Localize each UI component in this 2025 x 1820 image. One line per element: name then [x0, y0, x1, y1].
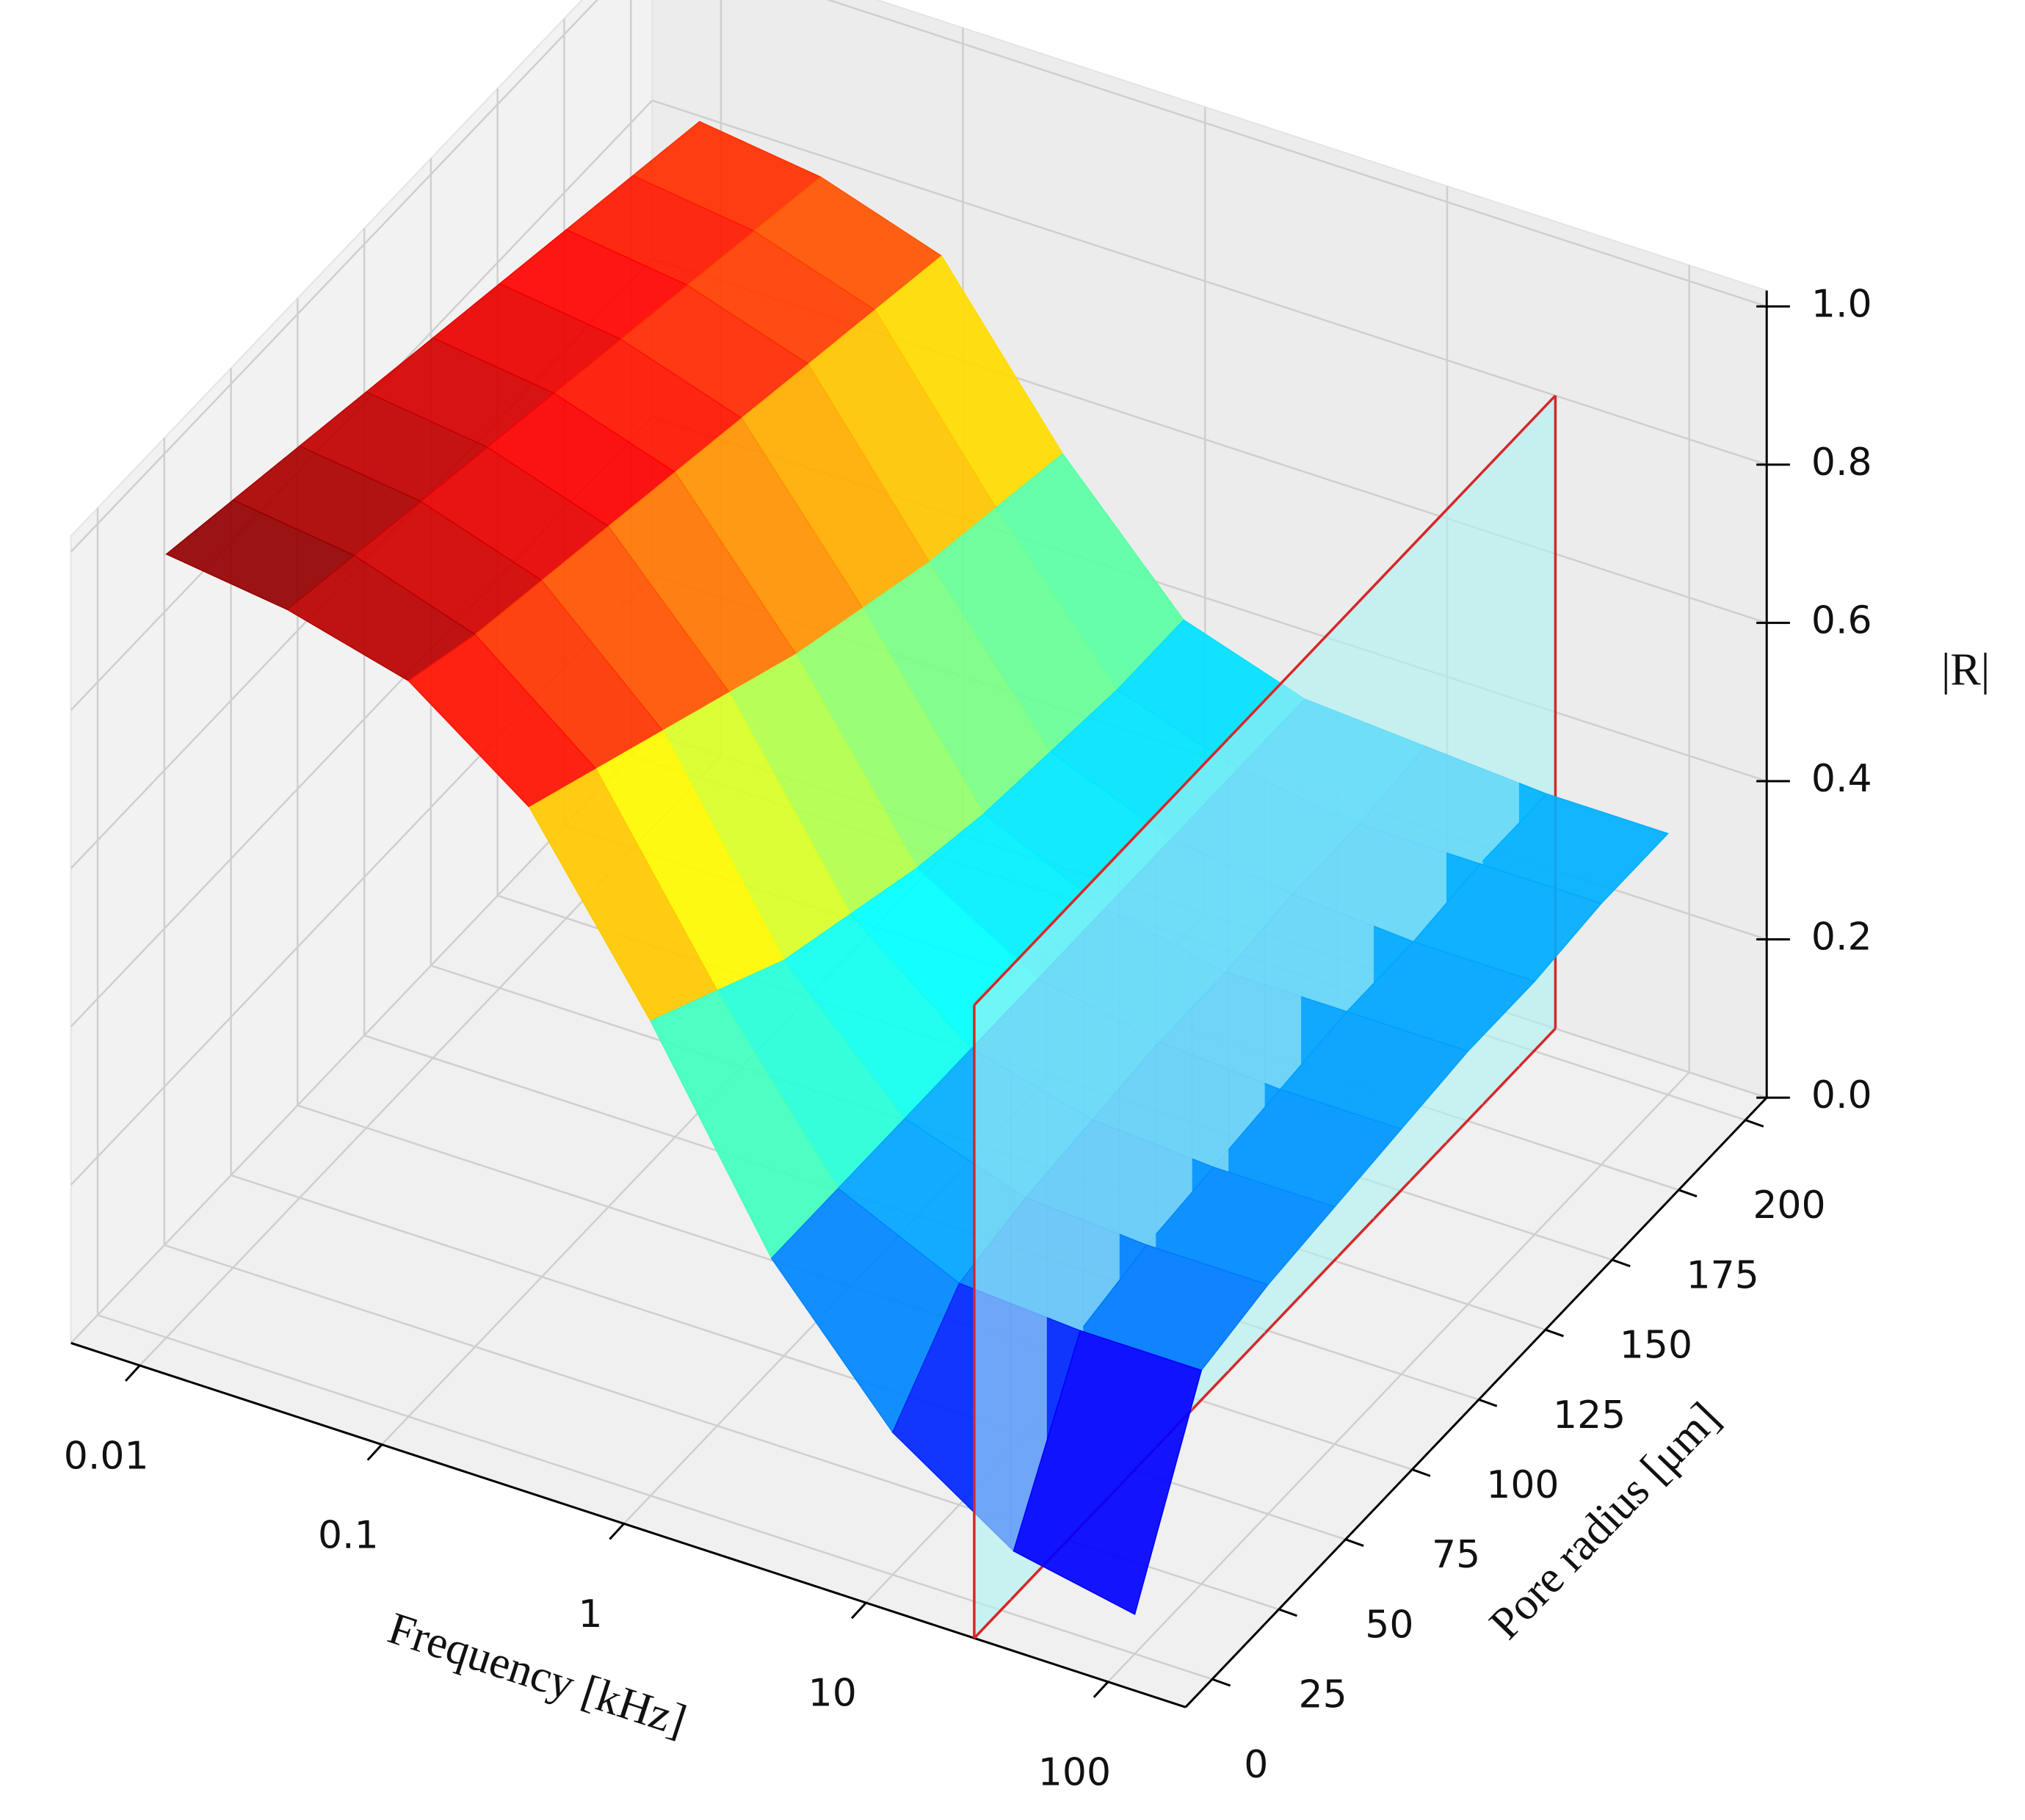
slice-edge — [973, 1599, 1012, 1639]
slice-edge — [1010, 1561, 1048, 1601]
grid-line — [70, 0, 598, 553]
y-tick-label: 100 — [1486, 1463, 1559, 1507]
z-tick-label: 0.8 — [1811, 441, 1872, 485]
y-tick-label: 150 — [1620, 1324, 1692, 1368]
tick-mark — [1478, 1398, 1498, 1407]
tick-mark — [124, 1364, 141, 1382]
tick-mark — [1278, 1608, 1297, 1617]
z-tick-label: 0.6 — [1811, 598, 1872, 642]
slice-plane — [974, 967, 1011, 1639]
slice-edge — [1191, 737, 1230, 777]
grid-line — [826, 0, 1767, 308]
slice-edge — [1445, 471, 1484, 511]
tick-mark — [1678, 1189, 1698, 1197]
z-axis-label: |R| — [1941, 645, 1990, 695]
slice-edge — [1010, 928, 1048, 968]
tick-mark — [1545, 1328, 1564, 1338]
slice-edge — [1445, 1103, 1484, 1144]
slice-edge — [1300, 623, 1338, 664]
y-tick-label: 25 — [1298, 1673, 1347, 1717]
slice-edge — [973, 965, 1012, 1007]
slice-edge — [1082, 852, 1121, 892]
grid-line — [97, 1314, 1213, 1681]
slice-edge — [1518, 394, 1557, 435]
x-tick-label: 0.01 — [64, 1435, 149, 1479]
slice-edge — [1336, 585, 1375, 626]
surface-patch — [1012, 1330, 1203, 1615]
axis-line — [70, 1341, 1187, 1708]
y-tick-label: 75 — [1432, 1533, 1480, 1577]
tick-mark — [1745, 1119, 1764, 1128]
slice-edge — [1154, 775, 1193, 816]
slice-edge — [1046, 890, 1084, 930]
tick-mark — [1211, 1678, 1231, 1687]
z-tick-label: 0.0 — [1811, 1073, 1872, 1117]
tick-mark — [609, 1523, 625, 1540]
slice-edge — [1482, 1065, 1521, 1106]
tick-mark — [366, 1443, 383, 1461]
z-tick-label: 0.2 — [1811, 916, 1872, 960]
tick-mark — [1612, 1258, 1631, 1268]
tick-mark — [1093, 1681, 1109, 1698]
tick-mark — [1345, 1538, 1364, 1548]
x-tick-label: 1 — [578, 1592, 602, 1636]
slice-edge — [1118, 813, 1157, 854]
x-tick-label: 100 — [1038, 1750, 1111, 1794]
slice-edge — [1264, 1294, 1303, 1335]
slice-edge — [1409, 509, 1448, 549]
slice-edge — [1191, 1370, 1230, 1411]
slice-edge — [1409, 1142, 1448, 1182]
y-tick-label: 200 — [1753, 1183, 1825, 1228]
slice-edge — [1227, 699, 1266, 740]
tick-mark — [850, 1602, 867, 1620]
slice-plane — [1010, 929, 1047, 1600]
y-tick-label: 0 — [1244, 1743, 1268, 1787]
slice-edge — [1372, 1180, 1411, 1220]
slice-edge — [1372, 547, 1411, 587]
slice-edge — [1300, 1256, 1338, 1297]
slice-edge — [1518, 1027, 1557, 1068]
tick-mark — [1411, 1468, 1431, 1477]
x-tick-label: 10 — [808, 1672, 857, 1716]
axis-line — [1184, 1097, 1768, 1708]
slice-edge — [1482, 432, 1521, 473]
slice-edge — [1336, 1218, 1375, 1258]
z-tick-label: 0.4 — [1811, 757, 1872, 801]
y-tick-label: 175 — [1687, 1253, 1759, 1297]
slice-edge — [1227, 1332, 1266, 1373]
x-tick-label: 0.1 — [318, 1513, 379, 1557]
y-tick-label: 50 — [1365, 1603, 1413, 1647]
grid-line — [651, 99, 1767, 466]
z-tick-label: 1.0 — [1811, 282, 1872, 326]
slice-edge — [1264, 661, 1303, 702]
y-tick-label: 125 — [1553, 1393, 1626, 1437]
grid-line — [1107, 1071, 1690, 1683]
